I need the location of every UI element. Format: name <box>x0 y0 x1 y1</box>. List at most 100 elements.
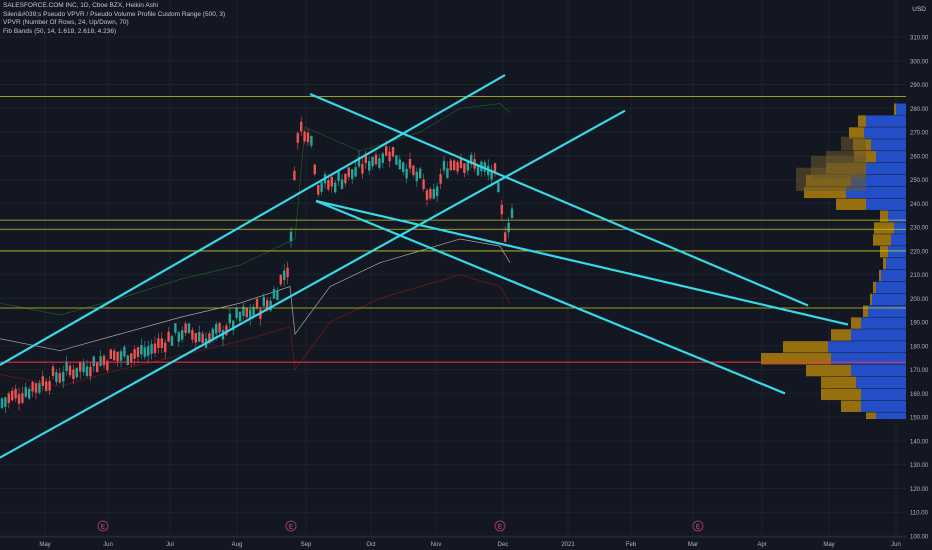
candle-body <box>75 367 78 378</box>
candle-body <box>476 165 480 176</box>
price-tick-label: 130.00 <box>910 463 929 469</box>
price-axis[interactable]: 310.00 300.00 290.00 280.00 270.00 260.00 250.… <box>906 0 932 550</box>
candle-body <box>381 153 384 163</box>
candle-body <box>510 208 514 218</box>
volume-profile-down-bar <box>858 115 866 127</box>
volume-profile-up-bar <box>888 246 906 258</box>
candle-body <box>225 325 228 336</box>
price-tick-label: 210.00 <box>910 273 929 279</box>
time-tick-label: Feb <box>626 542 637 548</box>
candle-body <box>106 360 109 371</box>
candle-body <box>167 331 170 342</box>
candle-body <box>289 231 293 242</box>
volume-profile-up-bar <box>831 353 906 365</box>
price-tick-label: 250.00 <box>910 178 929 184</box>
volume-profile-up-bar <box>846 186 906 199</box>
volume-profile-up-bar <box>872 293 906 306</box>
volume-profile-up-bar <box>866 198 906 210</box>
candle-body <box>160 338 163 348</box>
candle-body <box>147 346 150 356</box>
time-tick-label: Jul <box>166 542 174 548</box>
volume-profile-up-bar <box>856 376 906 389</box>
candle-body <box>4 397 7 407</box>
candle-body <box>208 333 211 343</box>
pseudo-profile-bar <box>841 136 866 151</box>
candle-body <box>391 146 395 157</box>
time-tick-label: Dec <box>498 542 509 548</box>
volume-profile-down-bar <box>804 186 846 199</box>
candle-body <box>123 346 126 357</box>
volume-profile-down-bar <box>761 353 831 365</box>
price-tick-label: 120.00 <box>910 487 929 493</box>
candle-body <box>395 155 398 165</box>
candle-body <box>255 299 259 309</box>
volume-profile-up-bar <box>851 174 906 187</box>
time-tick-label: Oct <box>366 542 376 548</box>
candle-body <box>62 371 65 382</box>
candle-body <box>439 174 442 184</box>
volume-profile-up-bar <box>891 234 906 246</box>
indicator-pseudo-vpvr[interactable]: Silen&#039;s Pseudo VPVR / Pseudo Volume… <box>3 10 226 18</box>
candle-body <box>368 161 371 171</box>
candle-body <box>313 164 316 175</box>
candle-body <box>429 188 432 199</box>
candle-body <box>201 333 204 344</box>
candle-body <box>320 182 323 192</box>
volume-profile-down-bar <box>806 364 851 377</box>
indicator-vpvr[interactable]: VPVR (Number Of Rows, 24, Up/Down, 70) <box>3 19 129 27</box>
candle-body <box>55 372 58 382</box>
candle-body <box>286 267 289 278</box>
volume-profile-down-bar <box>783 341 828 353</box>
price-tick-label: 150.00 <box>910 416 929 422</box>
earnings-marker-label: E <box>696 525 700 531</box>
candle-body <box>442 160 446 171</box>
volume-profile-up-bar <box>866 162 906 175</box>
volume-profile-down-bar <box>866 412 876 420</box>
candle-body <box>269 300 272 311</box>
volume-profile-down-bar <box>821 388 861 401</box>
earnings-marker-circle <box>494 520 506 532</box>
volume-profile-down-bar <box>849 127 864 139</box>
volume-profile-down-bar <box>831 329 851 341</box>
earnings-marker-label: E <box>498 525 502 531</box>
trendlines[interactable] <box>0 74 849 459</box>
candle-body <box>463 163 466 174</box>
candle-body <box>48 381 51 391</box>
time-axis[interactable]: May Jun Jul Aug Sep Oct Nov Dec 2021 Feb Mar Apr May… <box>0 536 906 548</box>
pseudo-profile-bar <box>826 151 866 168</box>
earnings-marker-label: E <box>101 525 105 531</box>
candle-body <box>374 154 378 165</box>
volume-profile-down-bar <box>851 317 861 329</box>
price-tick-label: 160.00 <box>910 392 929 398</box>
time-tick-label: Aug <box>232 542 243 548</box>
candle-body <box>351 169 354 179</box>
candle-body <box>449 160 452 171</box>
candle-body <box>28 389 31 399</box>
candle-body <box>119 351 123 361</box>
candle-body <box>143 347 146 357</box>
price-tick-label: 190.00 <box>910 321 929 327</box>
price-tick-label: 290.00 <box>910 83 929 89</box>
indicator-fib-bands[interactable]: Fib Bands (50, 14, 1.618, 2.618, 4.236) <box>3 27 117 35</box>
candle-body <box>500 204 503 215</box>
candle-body <box>446 168 449 178</box>
candle-body <box>408 158 412 169</box>
time-tick-label: Jun <box>103 542 113 548</box>
descending-lower-line <box>315 199 786 395</box>
candle-body <box>228 313 231 324</box>
candle-body <box>347 167 350 177</box>
candle-body <box>191 330 194 340</box>
candle-body <box>378 158 381 168</box>
candle-body <box>453 160 456 171</box>
candle-body <box>405 168 408 179</box>
candle-body <box>140 344 143 355</box>
candle-body <box>327 180 330 190</box>
price-tick-label: 310.00 <box>910 36 929 42</box>
symbol-title[interactable]: SALESFORCE.COM INC, 1D, Cboe BZX, Heikin… <box>3 2 158 9</box>
candle-body <box>45 381 48 391</box>
candle-body <box>150 344 153 354</box>
candle-body <box>24 387 27 397</box>
candle-body <box>38 383 41 393</box>
candle-body <box>432 188 435 199</box>
